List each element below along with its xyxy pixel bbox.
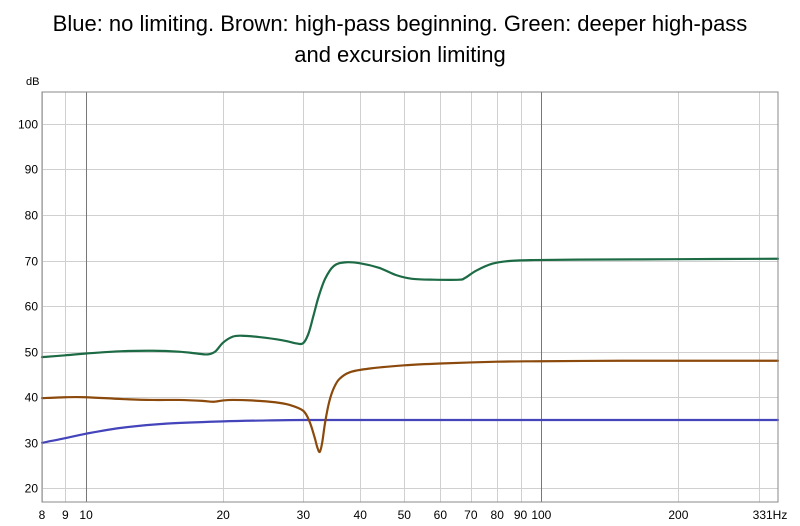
grid-lines xyxy=(42,92,778,502)
plot-area xyxy=(42,92,778,502)
series-line xyxy=(40,359,780,454)
y-tick-label: 90 xyxy=(25,163,39,177)
x-axis-unit-label: Hz xyxy=(773,508,788,522)
chart-title-line-2: and excursion limiting xyxy=(294,42,506,67)
x-tick-label: 80 xyxy=(491,508,505,522)
series-line xyxy=(40,418,780,444)
x-tick-label: 40 xyxy=(354,508,368,522)
y-tick-label: 30 xyxy=(25,437,39,451)
x-tick-label: 200 xyxy=(668,508,688,522)
chart-title-line-1: Blue: no limiting. Brown: high-pass begi… xyxy=(52,11,748,36)
x-tick-label: 90 xyxy=(514,508,528,522)
y-tick-label: 100 xyxy=(18,118,38,132)
x-tick-label: 30 xyxy=(297,508,311,522)
x-tick-label: 331Hz xyxy=(753,508,788,522)
y-axis-unit-label: dB xyxy=(26,76,39,88)
x-tick-label: 10 xyxy=(79,508,93,522)
y-tick-label: 20 xyxy=(25,482,39,496)
chart-title: Blue: no limiting. Brown: high-pass begi… xyxy=(0,8,800,70)
series-line xyxy=(40,257,780,359)
x-tick-label: 20 xyxy=(216,508,230,522)
y-tick-label: 50 xyxy=(25,346,39,360)
x-tick-label: 9 xyxy=(62,508,69,522)
y-tick-label: 80 xyxy=(25,209,39,223)
x-tick-label: 60 xyxy=(434,508,448,522)
x-tick-label: 8 xyxy=(39,508,46,522)
plot-frame xyxy=(41,91,779,503)
x-tick-label: 50 xyxy=(398,508,412,522)
y-tick-label: 70 xyxy=(25,255,39,269)
x-tick-label: 70 xyxy=(464,508,478,522)
data-series xyxy=(40,257,780,454)
y-tick-label: 60 xyxy=(25,300,39,314)
x-tick-label: 100 xyxy=(531,508,551,522)
y-tick-label: 40 xyxy=(25,391,39,405)
